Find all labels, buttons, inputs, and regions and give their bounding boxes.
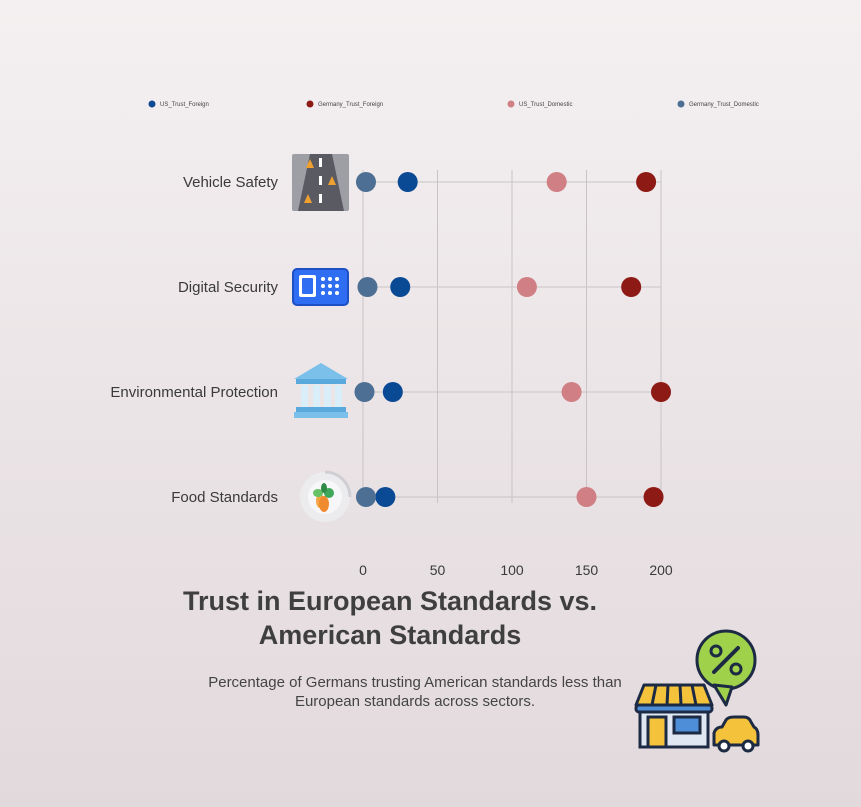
legend-marker bbox=[306, 100, 314, 108]
data-point bbox=[621, 277, 642, 297]
category-rows: Vehicle Safety Digital Security Environmen… bbox=[110, 172, 671, 507]
road-icon bbox=[292, 154, 349, 211]
data-point bbox=[651, 382, 671, 402]
grid: 0 50 100 150 200 bbox=[359, 170, 673, 578]
category-label: Vehicle Safety bbox=[183, 174, 279, 191]
x-tick-label: 200 bbox=[649, 562, 673, 578]
data-point bbox=[561, 382, 582, 402]
legend-label: Germany_Trust_Domestic bbox=[689, 102, 759, 108]
legend-marker bbox=[507, 100, 515, 108]
data-point bbox=[576, 487, 597, 507]
legend-label: US_Trust_Domestic bbox=[519, 102, 572, 108]
data-point bbox=[397, 172, 418, 192]
x-tick-label: 50 bbox=[430, 562, 446, 578]
government-building-icon bbox=[294, 363, 348, 418]
data-point bbox=[390, 277, 411, 297]
legend: US_Trust_Foreign Germany_Trust_Foreign US_… bbox=[148, 100, 759, 108]
data-point bbox=[354, 382, 375, 402]
vegetable-bowl-icon bbox=[300, 470, 352, 522]
x-tick-label: 150 bbox=[575, 562, 599, 578]
x-tick-label: 100 bbox=[500, 562, 524, 578]
category-icons bbox=[292, 154, 352, 522]
data-point bbox=[355, 487, 376, 507]
data-point bbox=[357, 277, 378, 297]
data-point bbox=[355, 172, 376, 192]
category-label: Food Standards bbox=[171, 489, 278, 506]
data-point bbox=[643, 487, 664, 507]
category-label: Environmental Protection bbox=[110, 384, 278, 401]
legend-label: Germany_Trust_Foreign bbox=[318, 102, 383, 108]
chart-title: Trust in European Standards vs. American… bbox=[182, 586, 598, 650]
legend-marker bbox=[148, 100, 156, 108]
legend-marker bbox=[677, 100, 685, 108]
data-point bbox=[375, 487, 396, 507]
store-discount-icon bbox=[634, 629, 760, 753]
data-point bbox=[546, 172, 567, 192]
data-point bbox=[516, 277, 537, 297]
data-point bbox=[382, 382, 403, 402]
chart-subtitle: Percentage of Germans trusting American … bbox=[208, 674, 622, 710]
category-label: Digital Security bbox=[178, 279, 279, 296]
safe-keypad-icon bbox=[292, 268, 349, 306]
data-point bbox=[636, 172, 657, 192]
legend-label: US_Trust_Foreign bbox=[160, 102, 209, 108]
x-tick-label: 0 bbox=[359, 562, 367, 578]
